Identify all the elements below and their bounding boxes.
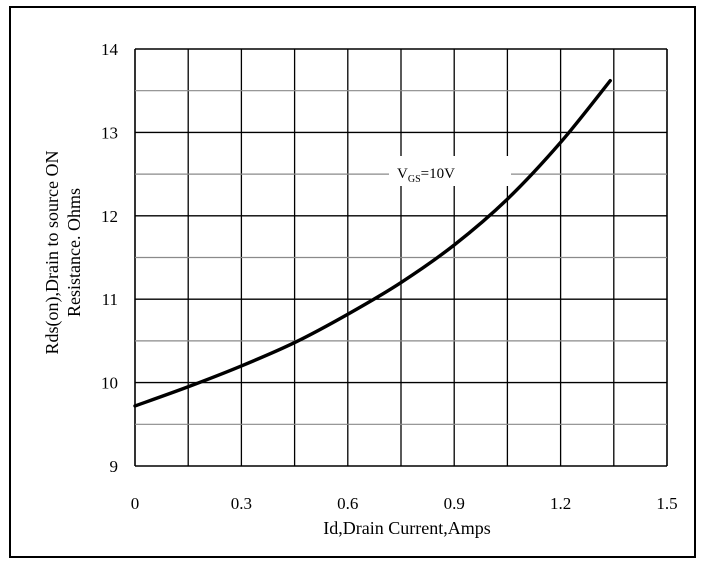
chart: VGS=10V 0 0.3 0.6 0.9 1.2 1.5 9 10 11 12 13 14 Id,D… [42,40,678,538]
annotation-layer: VGS=10V [389,156,511,186]
x-tick-label: 0.9 [444,494,465,513]
y-tick-label: 10 [101,374,118,393]
y-tick-label: 12 [101,207,118,226]
series-line-0 [133,78,612,408]
annotation-background [389,156,511,186]
series-layer [133,78,612,408]
y-tick-label: 14 [101,40,119,59]
tick-labels: 0 0.3 0.6 0.9 1.2 1.5 9 10 11 12 13 14 [101,40,678,513]
x-tick-label: 0.6 [337,494,358,513]
x-tick-label: 1.5 [656,494,677,513]
annotation-vgs: VGS=10V [397,166,455,185]
y-tick-label: 11 [102,290,118,309]
y-axis-label-line: Rds(on),Drain to source ON [42,151,63,355]
x-tick-label: 0 [131,494,140,513]
y-tick-label: 9 [110,457,119,476]
x-tick-label: 0.3 [231,494,252,513]
y-axis-label-line: Resistance. Ohms [64,188,84,317]
y-tick-label: 13 [101,123,118,142]
grid [134,48,668,467]
x-tick-label: 1.2 [550,494,571,513]
chart-frame: VGS=10V 0 0.3 0.6 0.9 1.2 1.5 9 10 11 12 13 14 Id,D… [9,6,696,558]
axis-labels: Id,Drain Current,Amps Rds(on),Drain to so… [42,151,491,538]
x-axis-label: Id,Drain Current,Amps [323,518,490,538]
